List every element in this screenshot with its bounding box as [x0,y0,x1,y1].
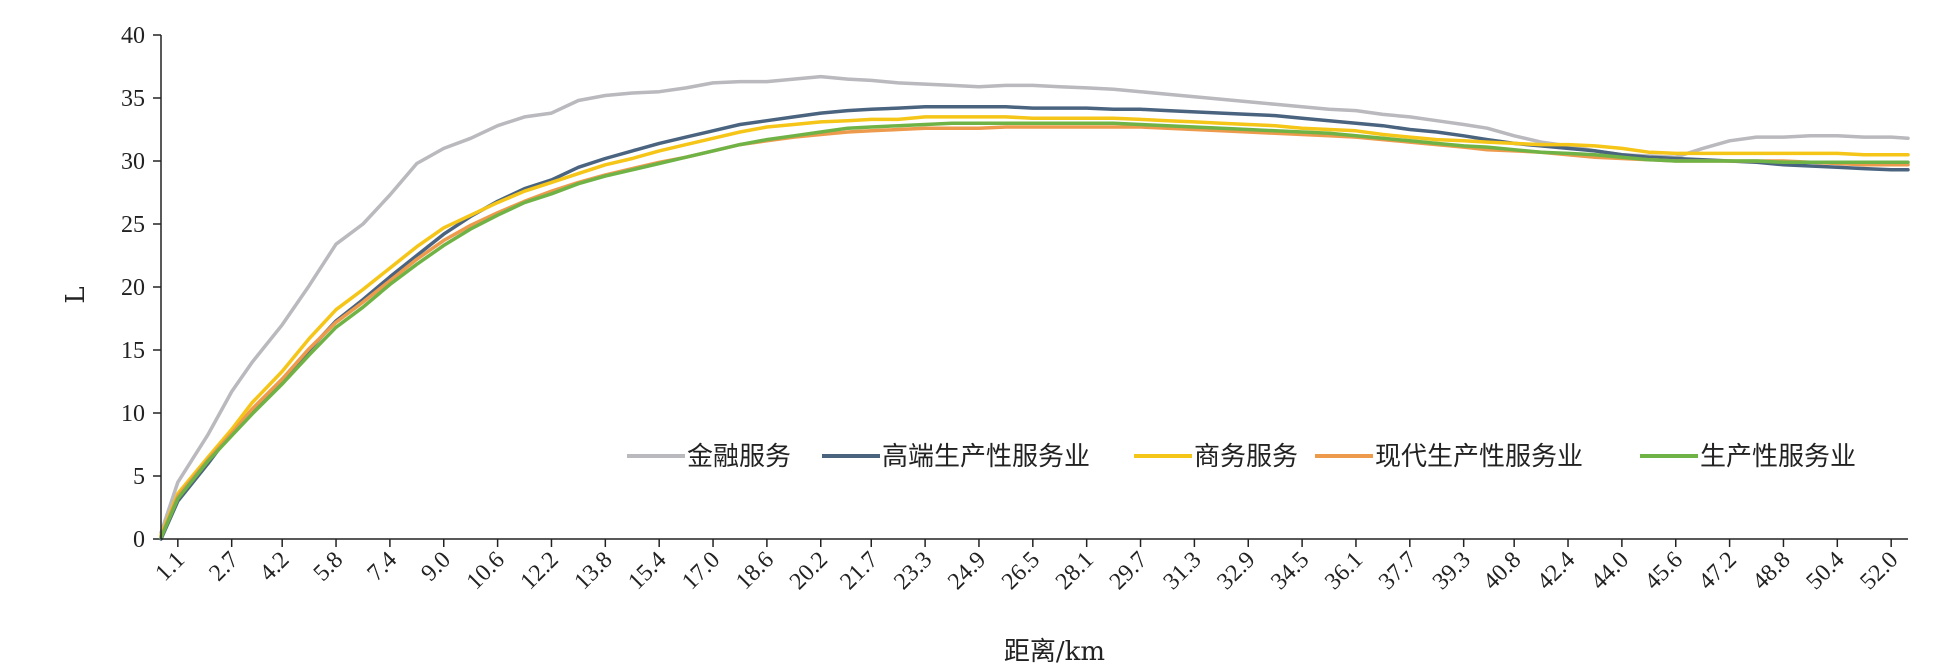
legend-label-4: 生产性服务业 [1700,442,1856,472]
x-tick-label: 9.0 [416,547,456,587]
x-tick-label: 7.4 [363,547,403,587]
x-tick-label: 1.1 [150,547,190,587]
x-tick-label: 32.9 [1212,547,1260,595]
x-tick-label: 5.8 [309,547,349,587]
series-line-4 [159,121,1910,540]
y-axis-title: L [61,286,91,303]
x-tick-label: 34.5 [1266,547,1314,595]
x-tick-label: 47.2 [1694,547,1742,595]
y-axis-ticks: 0 5 10 15 20 25 30 35 40 [121,23,161,553]
x-tick-label: 23.3 [889,547,937,595]
legend-label-3: 现代生产性服务业 [1375,442,1583,472]
x-tick-label: 31.3 [1159,547,1207,595]
x-tick-label: 28.1 [1051,547,1099,595]
y-tick-label: 35 [121,86,145,112]
x-tick-label: 24.9 [943,547,991,595]
x-tick-label: 4.2 [255,547,295,587]
x-tick-label: 15.4 [623,547,671,595]
x-tick-label: 26.5 [997,547,1045,595]
y-tick-label: 5 [133,464,145,490]
x-tick-label: 29.7 [1105,547,1153,595]
x-axis-ticks: 1.1 2.7 4.2 5.8 7.4 9.0 10.6 12.2 13.8 15.4 17.0 18… [150,539,1903,595]
x-tick-label: 10.6 [462,547,510,595]
legend-label-0: 金融服务 [687,442,791,472]
series-line-2 [159,115,1910,537]
x-tick-label: 12.2 [516,547,564,595]
plot-lines [159,74,1910,541]
x-tick-label: 48.8 [1748,547,1796,595]
x-tick-label: 36.1 [1320,547,1368,595]
y-tick-label: 25 [121,212,145,238]
y-tick-label: 0 [133,527,145,553]
x-axis-title: 距离/km [1004,637,1105,667]
y-tick-label: 30 [121,149,145,175]
x-tick-label: 18.6 [731,547,779,595]
y-tick-label: 10 [121,401,145,427]
y-tick-label: 40 [121,23,145,49]
x-tick-label: 37.7 [1374,547,1422,595]
x-tick-label: 50.4 [1801,547,1849,595]
legend: 金融服务 高端生产性服务业 商务服务 现代生产性服务业 生产性服务业 [627,442,1856,472]
x-tick-label: 42.4 [1532,547,1580,595]
x-tick-label: 39.3 [1428,547,1476,595]
x-tick-label: 45.6 [1640,547,1688,595]
series-line-3 [159,125,1910,539]
y-tick-label: 15 [121,338,145,364]
x-tick-label: 20.2 [785,547,833,595]
x-tick-label: 21.7 [835,547,883,595]
x-tick-label: 13.8 [569,547,617,595]
x-tick-label: 40.8 [1478,547,1526,595]
series-line-1 [159,105,1910,541]
y-tick-label: 20 [121,275,145,301]
x-tick-label: 52.0 [1855,547,1903,595]
legend-label-1: 高端生产性服务业 [882,442,1090,472]
legend-label-2: 商务服务 [1194,442,1298,472]
x-tick-label: 2.7 [204,547,244,587]
x-tick-label: 44.0 [1586,547,1634,595]
x-tick-label: 17.0 [677,547,725,595]
